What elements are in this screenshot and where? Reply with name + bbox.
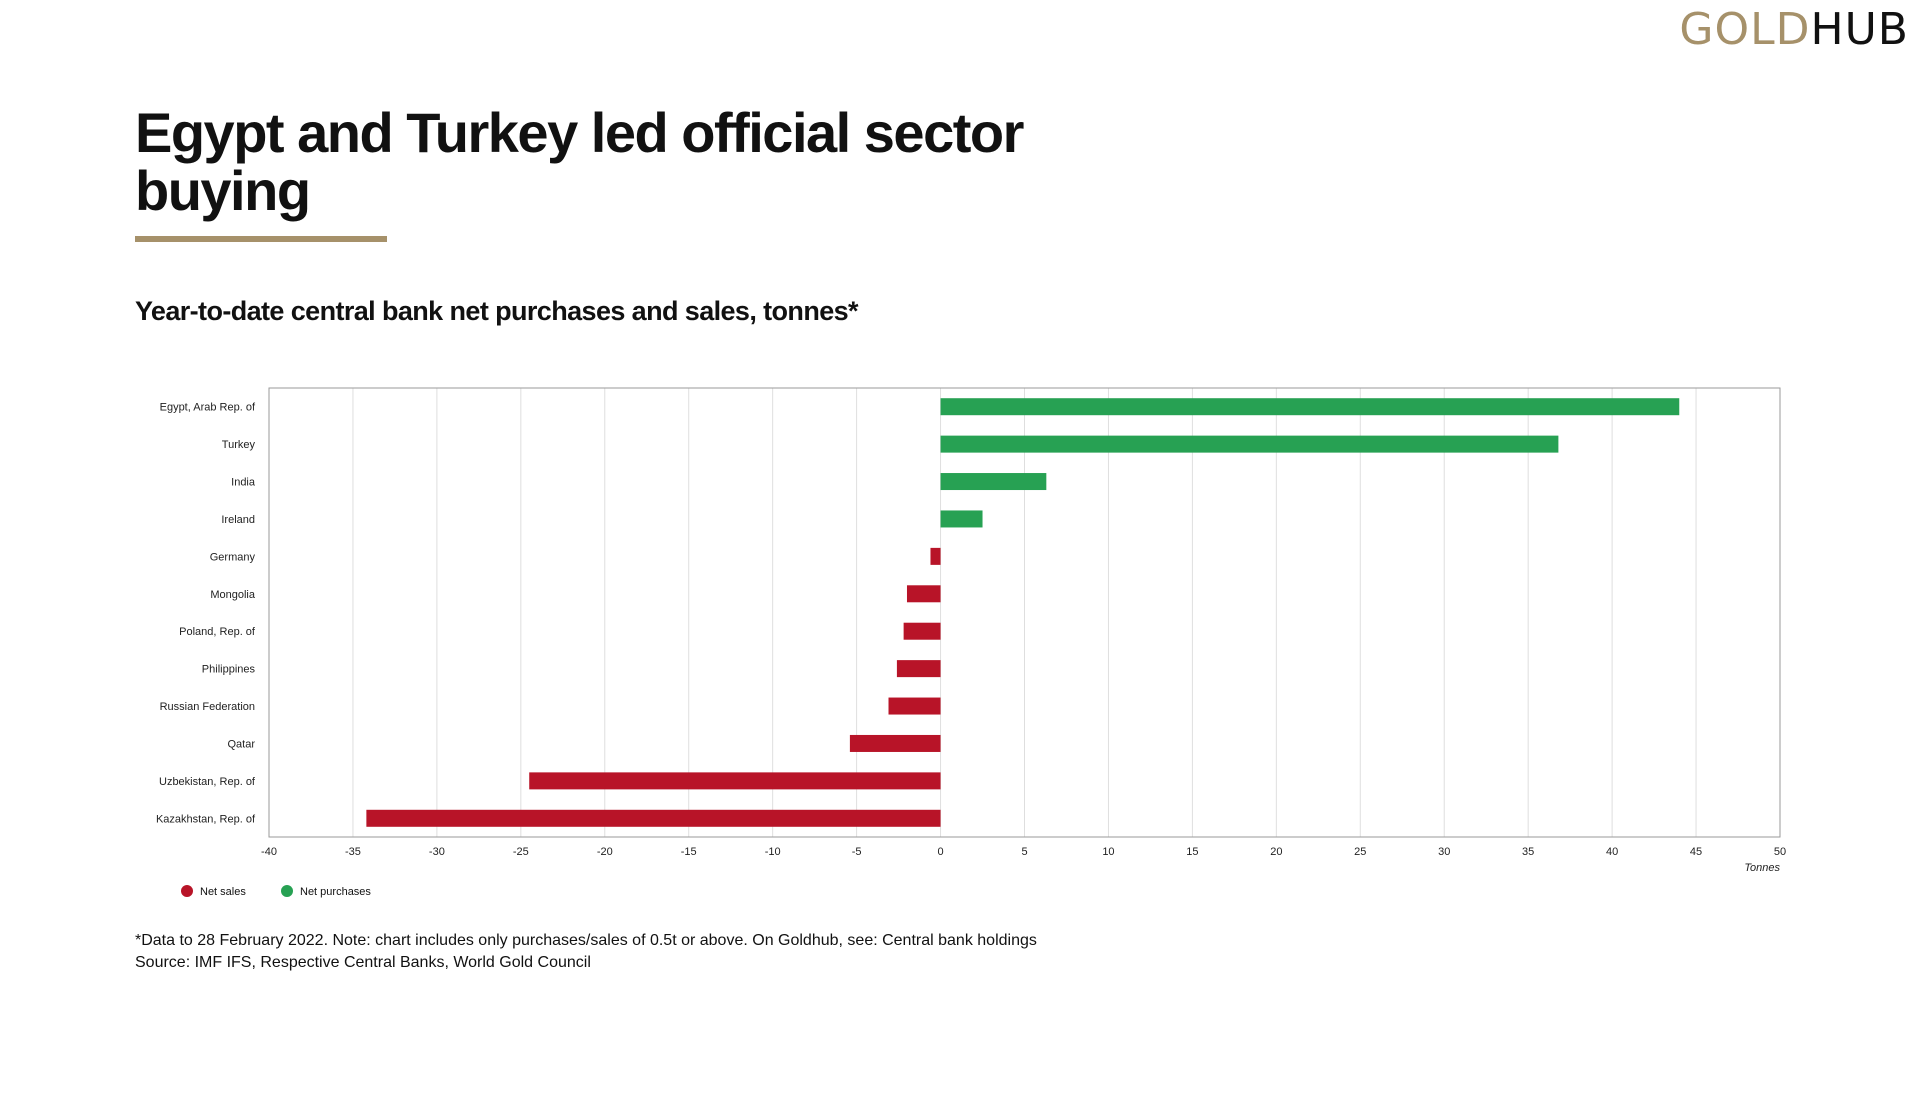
bar — [940, 398, 1680, 416]
bar — [888, 697, 941, 715]
x-tick-label: 20 — [1270, 846, 1282, 858]
category-label: Poland, Rep. of — [179, 626, 256, 638]
category-label: Germany — [210, 551, 256, 563]
x-tick-label: -40 — [261, 846, 277, 858]
goldhub-logo[interactable]: GOLDHUB — [1679, 8, 1909, 52]
category-label: Turkey — [222, 439, 256, 451]
footnote-note: *Data to 28 February 2022. Note: chart i… — [135, 932, 1037, 949]
x-tick-label: 10 — [1102, 846, 1114, 858]
x-tick-label: 35 — [1522, 846, 1534, 858]
bar-chart: -40 -35 -30 -25 -20 -15 -10 -5 0 5 10 15 20 25 30 35 40 4… — [156, 387, 1786, 898]
bar — [896, 660, 941, 678]
x-tick-label: -30 — [429, 846, 445, 858]
bar — [849, 734, 941, 752]
x-tick-label: -15 — [681, 846, 697, 858]
category-label: Russian Federation — [160, 701, 255, 713]
x-tick-label: 50 — [1774, 846, 1786, 858]
legend-marker — [281, 885, 293, 897]
legend-label: Net purchases — [300, 886, 371, 898]
category-label: Uzbekistan, Rep. of — [159, 776, 256, 788]
category-label: Qatar — [227, 738, 255, 750]
x-tick-label: 0 — [937, 846, 943, 858]
x-tick-label: -10 — [765, 846, 781, 858]
category-label: Kazakhstan, Rep. of — [156, 813, 256, 825]
bar — [930, 547, 941, 565]
bar — [903, 622, 941, 640]
x-tick-label: 40 — [1606, 846, 1618, 858]
footnote-source: Source: IMF IFS, Respective Central Bank… — [135, 954, 591, 971]
x-tick-label: 45 — [1690, 846, 1702, 858]
bar — [940, 510, 983, 528]
x-tick-label: -25 — [513, 846, 529, 858]
logo-hub-text: HUB — [1810, 4, 1909, 55]
plot-frame — [268, 387, 1781, 838]
x-tick-label: -5 — [852, 846, 862, 858]
footnote: *Data to 28 February 2022. Note: chart i… — [135, 930, 1037, 974]
bar — [366, 809, 941, 827]
bar — [940, 473, 1047, 491]
bar — [906, 585, 941, 603]
title-underline — [135, 236, 387, 242]
x-tick-label: 25 — [1354, 846, 1366, 858]
x-tick-label: 30 — [1438, 846, 1450, 858]
legend-label: Net sales — [200, 886, 246, 898]
legend-marker — [181, 885, 193, 897]
x-tick-label: 5 — [1021, 846, 1027, 858]
x-tick-label: -20 — [597, 846, 613, 858]
x-tick-label: -35 — [345, 846, 361, 858]
x-axis-title: Tonnes — [1744, 862, 1780, 874]
x-tick-label: 15 — [1186, 846, 1198, 858]
category-label: Ireland — [221, 514, 255, 526]
category-label: Egypt, Arab Rep. of — [160, 402, 256, 414]
logo-gold-text: GOLD — [1679, 4, 1811, 55]
bar — [529, 772, 941, 790]
bar — [940, 435, 1559, 453]
chart-subtitle: Year-to-date central bank net purchases … — [135, 296, 859, 326]
page-title: Egypt and Turkey led official sector buy… — [135, 101, 1024, 222]
category-label: Philippines — [202, 664, 256, 676]
category-label: Mongolia — [210, 589, 256, 601]
category-label: India — [231, 477, 256, 489]
